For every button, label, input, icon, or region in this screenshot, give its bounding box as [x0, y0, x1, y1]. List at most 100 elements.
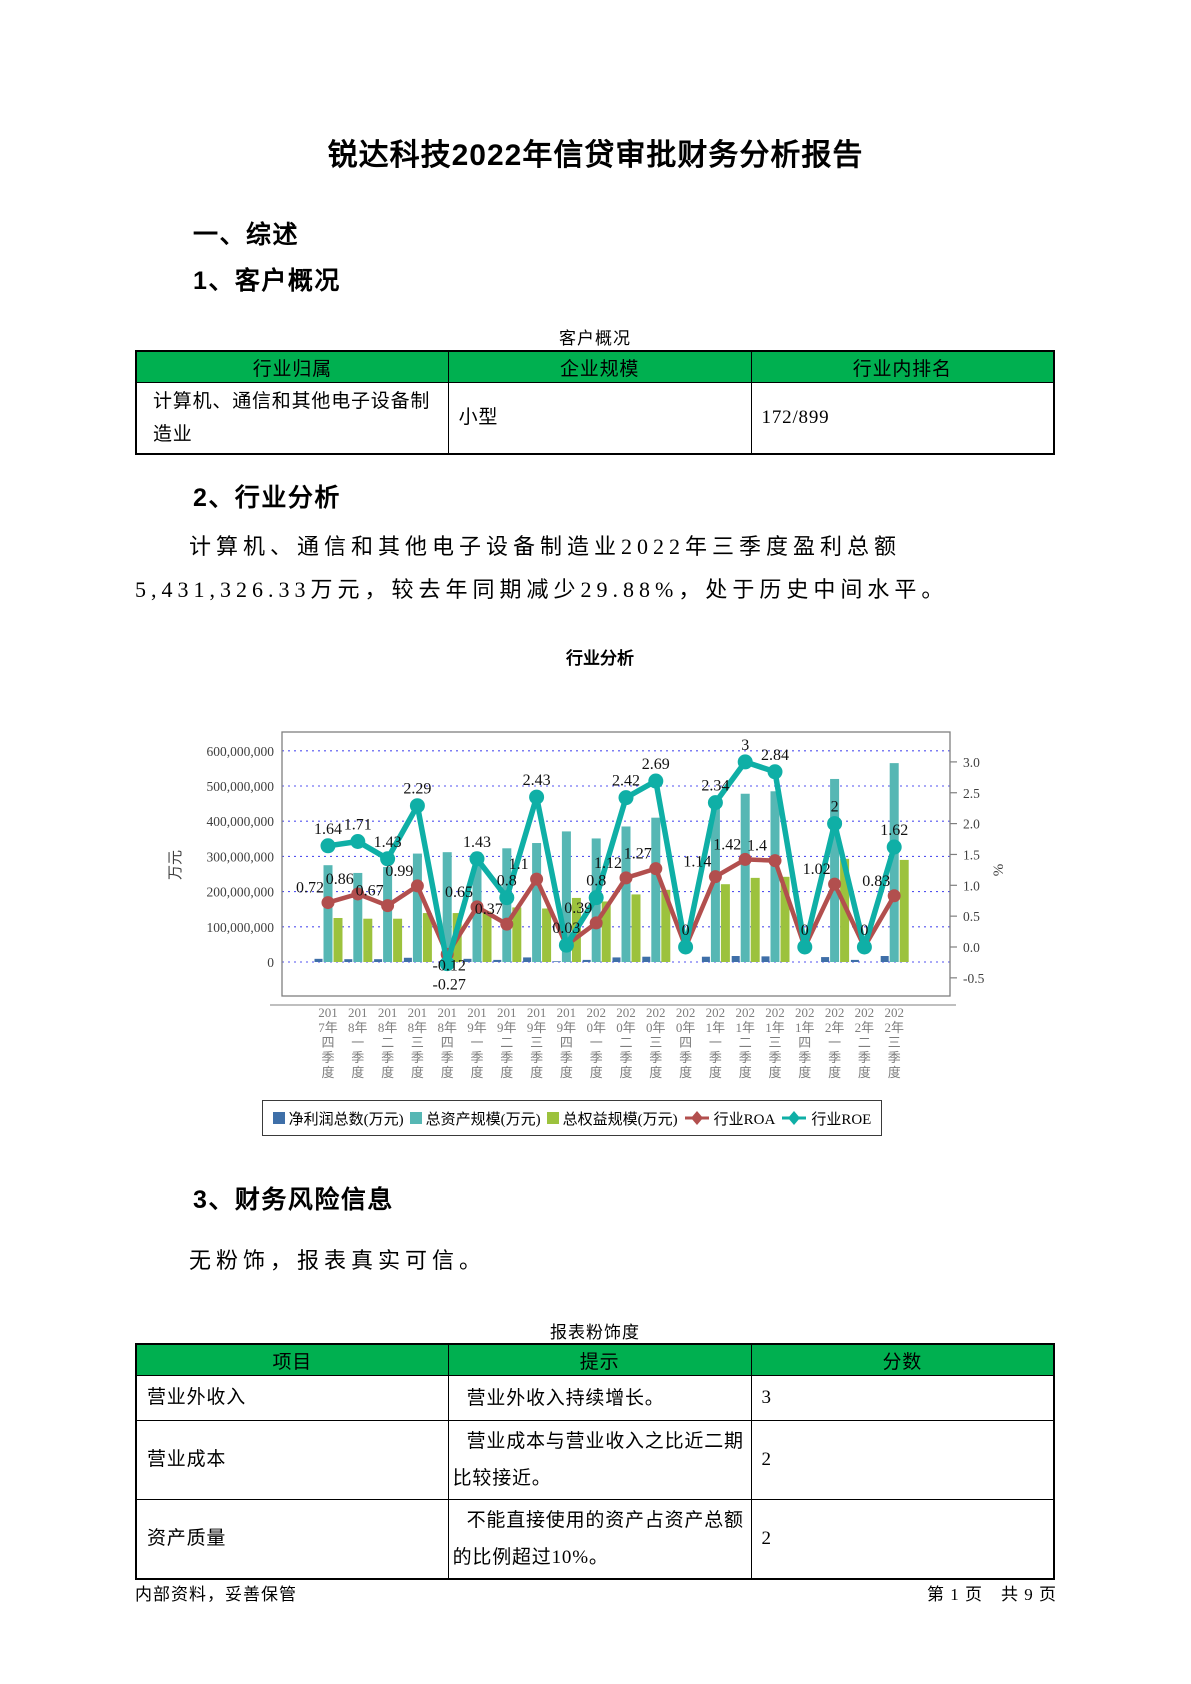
svg-text:2.34: 2.34: [701, 778, 729, 795]
svg-text:0.5: 0.5: [963, 909, 980, 924]
point-roa-11: [649, 862, 663, 876]
point-roe-1: [350, 833, 366, 849]
point-roa-5: [470, 900, 484, 914]
bar-total_assets-17: [830, 778, 840, 962]
svg-text:2.42: 2.42: [612, 773, 640, 790]
x-axis-tick-labels: 201 7年四季度 201 8年一季度 201 8年二季度 201 8年三季度 201 8年四季度…: [318, 1005, 904, 1080]
point-roa-17: [828, 877, 842, 891]
svg-text:1.62: 1.62: [880, 822, 908, 839]
bar-total_assets-6: [502, 848, 512, 962]
legend-swatch-total_assets: [409, 1112, 422, 1124]
bar-total_equity-3: [422, 913, 432, 962]
point-roe-11: [648, 773, 664, 789]
risk-table-row-asset-quality: 资产质量 不能直接使用的资产占资产总额的比例超过10%。 2: [135, 1499, 1055, 1580]
svg-text:1.43: 1.43: [374, 834, 402, 851]
legend-label-net_profit: 净利润总数(万元): [288, 1111, 404, 1128]
point-roa-14: [738, 852, 752, 866]
svg-text:-0.5: -0.5: [963, 971, 985, 986]
customer-industry-cell: 计算机、通信和其他电子设备制造业: [135, 382, 449, 455]
bar-total_equity-10: [631, 894, 641, 962]
risk-item-cell: 资产质量: [135, 1499, 449, 1580]
point-roa-0: [321, 896, 335, 910]
bar-total_equity-0: [333, 918, 343, 962]
svg-text:1.43: 1.43: [463, 834, 491, 851]
legend-item-net_profit: 净利润总数(万元): [272, 1108, 404, 1129]
bar-net_profit-10: [612, 957, 621, 962]
point-roa-19: [887, 889, 901, 903]
bar-total_assets-8: [561, 831, 571, 962]
customer-table-header-row: 行业归属 企业规模 行业内排名: [135, 350, 1055, 383]
svg-text:1.42: 1.42: [713, 836, 741, 853]
svg-text:0.86: 0.86: [326, 871, 354, 888]
svg-text:-0.27: -0.27: [433, 977, 466, 994]
legend-swatch-net_profit: [272, 1112, 285, 1124]
risk-hint-cell: 营业外收入持续增长。: [447, 1375, 752, 1421]
point-roe-3: [409, 798, 425, 814]
point-roe-6: [499, 890, 515, 906]
point-roa-10: [619, 871, 633, 885]
bar-total_assets-11: [651, 817, 661, 962]
bar-total_equity-19: [899, 859, 909, 962]
point-roe-19: [886, 839, 902, 855]
bar-total_assets-10: [621, 826, 631, 962]
bar-total_assets-15: [770, 791, 780, 962]
footer-confidential-note: 内部资料，妥善保管: [135, 1585, 297, 1604]
bar-total_equity-1: [363, 918, 373, 962]
legend-item-roa: 行业ROA: [684, 1108, 776, 1129]
subsection-heading-industry: 2、行业分析: [193, 484, 341, 512]
svg-text:0.83: 0.83: [862, 873, 890, 890]
svg-text:1.27: 1.27: [624, 846, 652, 863]
left-axis-tick-labels: 600,000,000 500,000,000 400,000,000 300,000…: [207, 744, 275, 970]
svg-text:0: 0: [682, 922, 690, 939]
point-roa-13: [708, 870, 722, 884]
svg-text:2.43: 2.43: [523, 772, 551, 789]
data-labels-roa: 0.720.860.670.99 -0.12 0.650.37 1.1 0.39 1.12…: [296, 836, 890, 974]
point-roa-9: [589, 916, 603, 930]
svg-text:2.69: 2.69: [642, 756, 670, 773]
bar-net_profit-7: [523, 957, 532, 962]
svg-text:1.0: 1.0: [963, 878, 980, 893]
line-series-roe: [320, 754, 902, 972]
risk-table-row-nonoperating-income: 营业外收入 营业外收入持续增长。 3: [135, 1375, 1055, 1421]
svg-text:1.5: 1.5: [963, 847, 980, 862]
point-roe-10: [618, 790, 634, 806]
customer-table-header-scale: 企业规模: [447, 350, 752, 383]
customer-table-caption: 客户概况: [559, 329, 631, 348]
svg-text:1.4: 1.4: [747, 838, 767, 855]
svg-text:0.0: 0.0: [963, 940, 980, 955]
svg-text:100,000,000: 100,000,000: [207, 920, 275, 935]
bar-total_equity-14: [750, 877, 760, 962]
legend-marker-roa: [684, 1111, 709, 1125]
svg-text:2.84: 2.84: [761, 747, 789, 764]
customer-table-row: 计算机、通信和其他电子设备制造业 小型 172/899: [135, 382, 1055, 455]
risk-hint-cell: 营业成本与营业收入之比近二期比较接近。: [447, 1420, 752, 1500]
svg-text:1.64: 1.64: [314, 821, 342, 838]
risk-hint-cell: 不能直接使用的资产占资产总额的比例超过10%。: [447, 1499, 752, 1580]
point-roa-1: [351, 887, 365, 901]
customer-rank-cell: 172/899: [750, 382, 1055, 455]
svg-text:1.14: 1.14: [683, 854, 711, 871]
legend-label-total_assets: 总资产规模(万元): [425, 1111, 541, 1128]
point-roe-5: [469, 851, 485, 867]
bar-net_profit-6: [493, 959, 502, 962]
bar-series-total_assets: [323, 763, 899, 962]
risk-table-header-row: 项目 提示 分数: [135, 1343, 1055, 1376]
point-roe-2: [380, 851, 396, 867]
svg-text:0.8: 0.8: [497, 873, 517, 890]
right-axis-title: %: [991, 864, 1007, 877]
customer-table: 行业归属 企业规模 行业内排名 计算机、通信和其他电子设备制造业 小型 172/…: [135, 350, 1055, 455]
footer-page-number: 第 1 页 共 9 页: [927, 1585, 1057, 1604]
svg-text:0: 0: [267, 955, 274, 970]
svg-text:0: 0: [801, 922, 809, 939]
bar-total_assets-2: [383, 866, 393, 962]
bar-net_profit-14: [731, 956, 740, 962]
point-roe-17: [827, 816, 843, 832]
legend-label-roa: 行业ROA: [713, 1111, 776, 1128]
left-axis-title: 万元: [168, 850, 184, 880]
risk-paragraph: 无粉饰，报表真实可信。: [189, 1248, 487, 1273]
